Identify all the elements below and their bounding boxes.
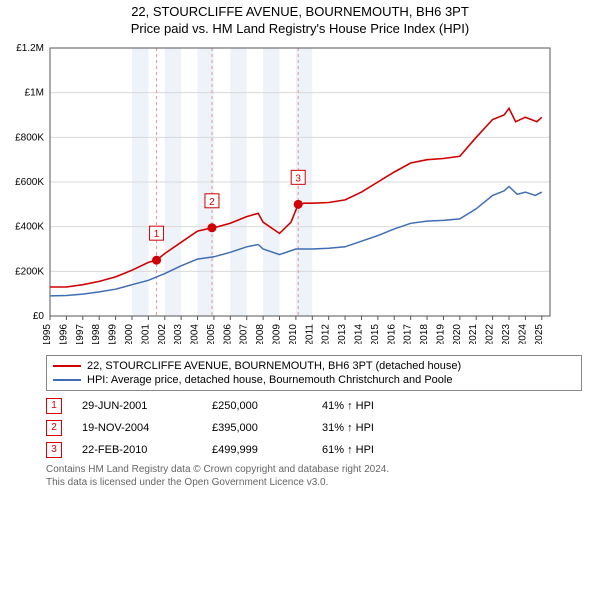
- x-tick-label: 2010: [288, 323, 299, 343]
- x-tick-label: 1995: [42, 323, 53, 343]
- y-tick-label: £400K: [15, 221, 44, 232]
- event-date: 19-NOV-2004: [82, 422, 192, 434]
- x-tick-label: 2020: [452, 323, 463, 343]
- x-tick-label: 1998: [91, 323, 102, 343]
- x-tick-label: 2004: [190, 323, 201, 343]
- event-row: 1 29-JUN-2001 £250,000 41% ↑ HPI: [46, 395, 582, 417]
- event-num: 3: [46, 442, 62, 458]
- x-tick-label: 2024: [517, 323, 528, 343]
- x-tick-label: 2019: [435, 323, 446, 343]
- x-tick-label: 1999: [108, 323, 119, 343]
- legend-row: HPI: Average price, detached house, Bour…: [53, 373, 575, 387]
- event-date: 22-FEB-2010: [82, 444, 192, 456]
- event-hpi: 31% ↑ HPI: [322, 422, 374, 434]
- event-dot: [207, 223, 216, 232]
- event-date: 29-JUN-2001: [82, 400, 192, 412]
- event-hpi: 61% ↑ HPI: [322, 444, 374, 456]
- x-tick-label: 2025: [534, 323, 545, 343]
- page: 22, STOURCLIFFE AVENUE, BOURNEMOUTH, BH6…: [0, 0, 600, 497]
- event-marker-num: 2: [209, 197, 215, 208]
- x-tick-label: 1996: [58, 323, 69, 343]
- event-dot: [152, 255, 161, 264]
- title-line2: Price paid vs. HM Land Registry's House …: [6, 21, 594, 38]
- event-price: £395,000: [212, 422, 302, 434]
- legend-label: HPI: Average price, detached house, Bour…: [87, 374, 452, 386]
- x-tick-label: 2012: [321, 323, 332, 343]
- chart-svg: £0 £200K £400K £600K £800K £1M £1.2M 1 2 3 1995 199…: [6, 44, 554, 344]
- legend-swatch: [53, 379, 81, 381]
- event-marker-num: 3: [295, 173, 301, 184]
- event-num: 1: [46, 398, 62, 414]
- event-dot: [294, 200, 303, 209]
- footer-line2: This data is licensed under the Open Gov…: [46, 476, 582, 489]
- x-tick-label: 2016: [386, 323, 397, 343]
- x-tick-label: 2007: [239, 323, 250, 343]
- x-tick-label: 2011: [304, 323, 315, 343]
- y-tick-label: £800K: [15, 132, 44, 143]
- x-tick-label: 1997: [75, 323, 86, 343]
- y-tick-label: £1M: [25, 87, 44, 98]
- y-tick-label: £600K: [15, 177, 44, 188]
- event-hpi: 41% ↑ HPI: [322, 400, 374, 412]
- legend-label: 22, STOURCLIFFE AVENUE, BOURNEMOUTH, BH6…: [87, 360, 461, 372]
- x-tick-label: 2006: [222, 323, 233, 343]
- x-tick-label: 2002: [157, 323, 168, 343]
- x-tick-label: 2017: [403, 323, 414, 343]
- x-tick-label: 2013: [337, 323, 348, 343]
- x-tick-label: 2023: [501, 323, 512, 343]
- legend: 22, STOURCLIFFE AVENUE, BOURNEMOUTH, BH6…: [46, 355, 582, 391]
- x-tick-label: 2008: [255, 323, 266, 343]
- chart: £0 £200K £400K £600K £800K £1M £1.2M 1 2 3 1995 199…: [6, 44, 594, 349]
- chart-title: 22, STOURCLIFFE AVENUE, BOURNEMOUTH, BH6…: [6, 4, 594, 38]
- title-line1: 22, STOURCLIFFE AVENUE, BOURNEMOUTH, BH6…: [6, 4, 594, 21]
- event-table: 1 29-JUN-2001 £250,000 41% ↑ HPI 2 19-NOV-200…: [46, 395, 582, 461]
- x-tick-label: 2005: [206, 323, 217, 343]
- legend-row: 22, STOURCLIFFE AVENUE, BOURNEMOUTH, BH6…: [53, 359, 575, 373]
- event-num: 2: [46, 420, 62, 436]
- event-row: 3 22-FEB-2010 £499,999 61% ↑ HPI: [46, 439, 582, 461]
- event-price: £250,000: [212, 400, 302, 412]
- y-tick-label: £1.2M: [16, 44, 44, 54]
- x-tick-label: 2000: [124, 323, 135, 343]
- event-marker-num: 1: [154, 229, 160, 240]
- footer-line1: Contains HM Land Registry data © Crown c…: [46, 463, 582, 476]
- x-tick-label: 2018: [419, 323, 430, 343]
- x-tick-label: 2009: [272, 323, 283, 343]
- x-tick-label: 2015: [370, 323, 381, 343]
- event-row: 2 19-NOV-2004 £395,000 31% ↑ HPI: [46, 417, 582, 439]
- x-tick-label: 2022: [485, 323, 496, 343]
- event-price: £499,999: [212, 444, 302, 456]
- x-tick-label: 2001: [140, 323, 151, 343]
- series-price: [50, 108, 542, 287]
- y-tick-label: £0: [33, 311, 45, 322]
- legend-swatch: [53, 365, 81, 367]
- x-tick-label: 2014: [353, 323, 364, 343]
- x-tick-label: 2003: [173, 323, 184, 343]
- y-tick-label: £200K: [15, 266, 44, 277]
- footer: Contains HM Land Registry data © Crown c…: [46, 463, 582, 489]
- x-tick-label: 2021: [468, 323, 479, 343]
